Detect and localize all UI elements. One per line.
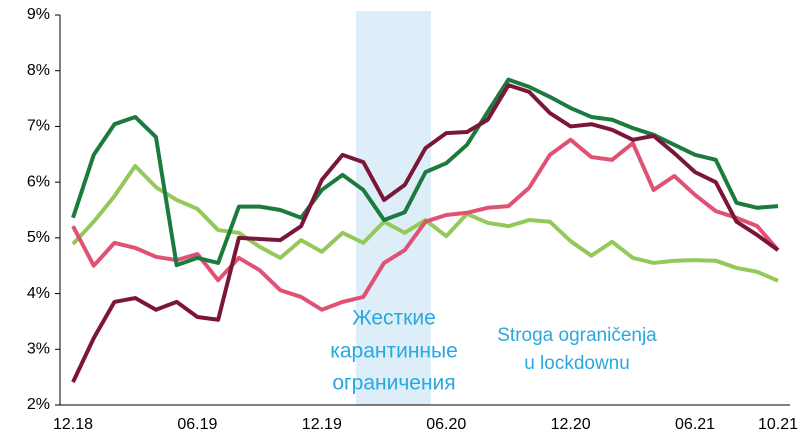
y-tick-label: 8% bbox=[27, 62, 50, 79]
x-tick-label: 06.21 bbox=[675, 416, 715, 433]
x-tick-label: 10.21 bbox=[758, 416, 798, 433]
series-line bbox=[71, 83, 780, 384]
x-tick-label: 06.20 bbox=[426, 416, 466, 433]
y-tick-label: 6% bbox=[27, 173, 50, 190]
annotation: ограничения bbox=[332, 372, 455, 395]
y-tick-label: 4% bbox=[27, 285, 50, 302]
annotation: Stroga ograničenja bbox=[497, 325, 657, 346]
y-tick-label: 9% bbox=[27, 6, 50, 23]
series-line bbox=[71, 77, 779, 268]
x-tick-label: 12.18 bbox=[53, 416, 93, 433]
annotation: u lockdownu bbox=[524, 353, 630, 374]
y-tick-label: 7% bbox=[27, 118, 50, 135]
annotation: карантинные bbox=[330, 340, 458, 363]
x-tick-label: 12.19 bbox=[302, 416, 342, 433]
x-tick-label: 12.20 bbox=[551, 416, 591, 433]
y-tick-label: 5% bbox=[27, 229, 50, 246]
lockdown-band bbox=[356, 11, 431, 405]
annotation: Жесткие bbox=[352, 307, 436, 330]
y-tick-label: 2% bbox=[27, 396, 50, 413]
x-tick-label: 06.19 bbox=[177, 416, 217, 433]
y-tick-label: 3% bbox=[27, 341, 50, 358]
series-line bbox=[71, 137, 780, 312]
